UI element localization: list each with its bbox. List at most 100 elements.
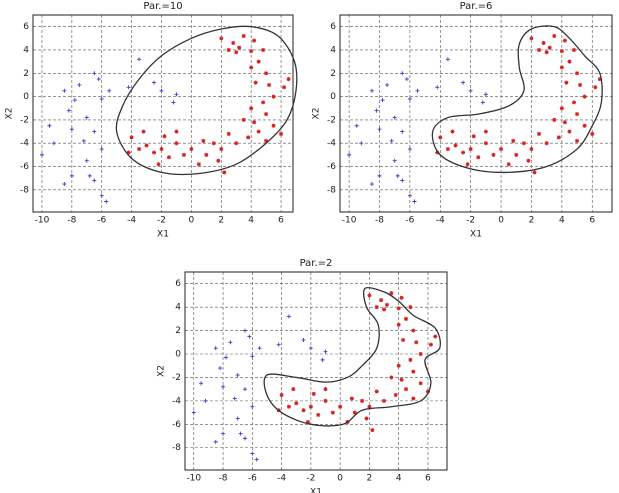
point <box>323 398 328 403</box>
point <box>222 170 227 175</box>
point <box>92 129 97 134</box>
point <box>69 173 74 178</box>
point <box>282 85 287 90</box>
point <box>559 106 564 111</box>
point <box>144 143 149 148</box>
point <box>234 50 239 55</box>
y-tick-label: -8 <box>20 185 29 195</box>
point <box>575 71 580 76</box>
x-tick-label: -2 <box>466 216 475 226</box>
point <box>253 80 258 85</box>
point <box>483 141 488 146</box>
decision-boundary <box>115 25 298 176</box>
point <box>408 357 413 362</box>
x-tick-label: 4 <box>396 474 402 484</box>
point <box>252 38 257 43</box>
x-tick-label: -10 <box>35 216 50 226</box>
subplot: Par.=10 -10 -8 -6 -4 -2 0 2 4 6 -8 -6 -4 -2 0 2 4 6 X1 X2 <box>5 1 298 240</box>
x-axis-label: X1 <box>310 488 322 493</box>
point <box>491 152 496 157</box>
point <box>256 59 261 64</box>
y-tick-label: 6 <box>330 22 336 32</box>
point <box>374 305 379 310</box>
point <box>425 389 430 394</box>
point <box>483 129 488 134</box>
point <box>87 173 92 178</box>
point <box>141 129 146 134</box>
y-tick-label: -6 <box>327 162 336 172</box>
point <box>404 387 409 392</box>
point <box>264 71 269 76</box>
point <box>291 387 296 392</box>
point <box>279 393 284 398</box>
plot-frame <box>184 271 448 471</box>
point <box>461 150 466 155</box>
y-tick-label: 2 <box>330 69 336 79</box>
point <box>438 135 443 140</box>
point <box>323 349 328 354</box>
point <box>196 162 201 167</box>
point <box>380 98 385 103</box>
y-tick-label: -4 <box>172 396 181 406</box>
point <box>271 123 276 128</box>
x-tick-label: 6 <box>425 474 431 484</box>
point <box>338 404 343 409</box>
decision-boundary <box>431 25 603 174</box>
subplot: Par.=6 -10 -8 -6 -4 -2 0 2 4 6 -8 -6 -4 -2 0 2 4 6 X1 X2 <box>312 1 613 240</box>
point <box>471 134 476 139</box>
x-tick-label: -10 <box>342 216 357 226</box>
point <box>267 82 272 87</box>
point <box>389 291 394 296</box>
point <box>407 193 412 198</box>
point <box>213 439 218 444</box>
point <box>544 141 549 146</box>
point <box>286 77 291 82</box>
y-tick-label: 4 <box>23 45 29 55</box>
point <box>369 88 374 93</box>
point <box>367 293 372 298</box>
point <box>445 147 450 152</box>
point <box>104 199 109 204</box>
point <box>84 158 89 163</box>
point <box>246 135 251 140</box>
point <box>249 106 254 111</box>
y-tick-label: -4 <box>20 139 29 149</box>
point <box>407 96 412 101</box>
point <box>92 178 97 183</box>
point <box>286 314 291 319</box>
x-tick-label: -8 <box>375 216 384 226</box>
point <box>174 92 179 97</box>
point <box>407 147 412 152</box>
y-axis-label: X2 <box>5 108 15 120</box>
point <box>414 340 419 345</box>
point <box>226 131 231 136</box>
x-tick-label: -2 <box>306 474 315 484</box>
y-tick-label: 0 <box>175 350 181 360</box>
point <box>159 147 164 152</box>
point <box>308 346 313 351</box>
x-axis-label: X1 <box>157 230 169 240</box>
point <box>264 112 269 117</box>
point <box>126 150 131 155</box>
point <box>377 127 382 132</box>
y-tick-label: 2 <box>23 69 29 79</box>
point <box>219 147 224 152</box>
point <box>349 396 354 401</box>
point <box>506 162 511 167</box>
point <box>547 45 552 50</box>
x-tick-label: 4 <box>559 216 565 226</box>
point <box>572 100 577 105</box>
point <box>129 135 134 140</box>
chart-title: Par.=2 <box>300 258 333 269</box>
point <box>316 412 321 417</box>
point <box>286 404 291 409</box>
point <box>171 100 176 105</box>
point <box>360 398 365 403</box>
point <box>294 401 299 406</box>
point <box>92 71 97 76</box>
point <box>250 451 255 456</box>
point <box>374 389 379 394</box>
point <box>396 306 401 311</box>
point <box>359 141 364 146</box>
point <box>243 436 248 441</box>
